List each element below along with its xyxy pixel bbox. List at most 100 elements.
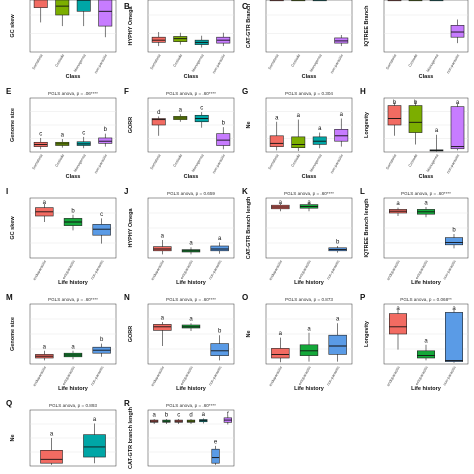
panel-p: P PGLS anova, p = 0.068** Longevity a endopa… <box>360 293 469 392</box>
x-axis-label: Class <box>302 174 317 180</box>
y-axis-label: HYPHY Omega <box>128 208 134 248</box>
y-axis-label: CAT-GTR Branch <box>246 3 252 48</box>
significance-letter: c <box>39 131 42 137</box>
y-axis-label: GORR <box>128 326 134 343</box>
x-tick-label: endoparasitic <box>268 365 283 387</box>
x-tick-label: ectoparasitic <box>415 365 429 386</box>
pgls-annotation: PGLS anova, p = .60**** <box>166 91 216 96</box>
x-tick-label: Monogenea <box>309 53 323 73</box>
significance-letter: a <box>318 126 322 132</box>
pgls-annotation: PGLS anova, p = 0.659 <box>167 191 215 196</box>
y-axis-label: Ne <box>246 121 252 128</box>
plot-area <box>147 0 235 53</box>
panel-letter: N <box>124 293 130 302</box>
y-axis-label: CAT-GTR branch length <box>128 406 134 469</box>
y-axis-label: HYPHY Omega <box>128 6 134 46</box>
panel-d: IQTREE Branch Somatotia Cestoda Monogenea no… <box>364 0 469 80</box>
x-axis-label: Class <box>184 74 199 80</box>
x-tick-label: non-parasitic <box>94 53 108 74</box>
x-tick-label: endoparasitic <box>386 259 401 281</box>
box <box>55 0 70 16</box>
significance-letter: a <box>279 331 283 337</box>
x-tick-label: Somatotia <box>32 153 44 171</box>
y-axis-label: Ne <box>246 330 252 337</box>
x-tick-label: ectoparasitic <box>298 365 312 386</box>
box <box>291 136 306 148</box>
significance-letter: b <box>165 412 169 418</box>
box <box>211 448 220 464</box>
box <box>312 0 327 2</box>
panel-k: K PGLS anova, p = .60**** CAT-GTR Branch l… <box>242 187 353 286</box>
x-tick-label: non-parasitic <box>330 153 344 174</box>
significance-letter: a <box>275 115 279 121</box>
significance-letter: a <box>189 241 193 247</box>
significance-letter: a <box>307 200 311 206</box>
panel-letter: B <box>124 2 130 11</box>
x-tick-label: Cestoda <box>173 53 184 68</box>
significance-letter: b <box>414 100 418 106</box>
box <box>408 105 423 133</box>
panel-q: Q PGLS anova, p = 0.893 Ne a a <box>6 399 117 467</box>
y-axis-label: IQTREE Branch <box>364 5 370 47</box>
x-axis-label: Life history <box>294 386 325 392</box>
x-tick-label: endoparasitic <box>32 259 47 281</box>
x-tick-label: Monogenea <box>191 153 205 173</box>
x-tick-label: endoparasitic <box>268 259 283 281</box>
significance-letter: a <box>43 344 47 350</box>
significance-letter: b <box>218 329 222 335</box>
box <box>98 137 113 144</box>
x-tick-label: Monogenea <box>309 153 323 173</box>
significance-letter: c <box>177 412 180 418</box>
x-axis-label: Life history <box>411 386 442 392</box>
x-tick-label: endoparasitic <box>386 365 401 387</box>
x-axis-label: Life history <box>411 280 442 286</box>
panel-f: F PGLS anova, p = .60**** GORR d Somatotia a C… <box>124 87 235 180</box>
y-axis-label: Genome size <box>10 108 16 142</box>
significance-letter: b <box>393 100 397 106</box>
panel-n: N PGLS anova, p = .60**** GORR a endoparasit… <box>124 293 235 392</box>
pgls-annotation: PGLS anova, p = .60**** <box>166 297 216 302</box>
x-axis-label: Life history <box>176 280 207 286</box>
x-tick-label: non-parasitic <box>94 153 108 174</box>
significance-letter: f <box>227 412 229 418</box>
x-tick-label: non-parasitic <box>443 259 457 280</box>
x-tick-label: non-parasitic <box>326 365 340 386</box>
box <box>312 136 327 145</box>
significance-letter: a <box>456 100 460 106</box>
x-tick-label: ectoparasitic <box>62 365 76 386</box>
box <box>269 135 284 147</box>
x-tick-label: endoparasitic <box>150 365 165 387</box>
box <box>98 0 113 27</box>
x-tick-label: non-parasitic <box>90 259 104 280</box>
significance-letter: c <box>100 212 103 218</box>
box <box>151 118 166 126</box>
panel-letter: G <box>242 87 248 96</box>
x-tick-label: Somatotia <box>150 153 162 171</box>
y-axis-label: Genome size <box>10 317 16 351</box>
significance-letter: a <box>43 200 47 206</box>
pgls-annotation: PGLS anova, p = 0.873 <box>285 297 333 302</box>
y-axis-label: GC skew <box>10 14 16 38</box>
x-tick-label: Somatotia <box>385 53 397 71</box>
x-tick-label: non-parasitic <box>208 259 222 280</box>
significance-letter: a <box>93 417 97 423</box>
panel-letter: F <box>124 87 129 96</box>
y-axis-label: Ne <box>10 434 16 441</box>
x-tick-label: non-parasitic <box>443 365 457 386</box>
pgls-annotation: PGLS anova, p = 0.068** <box>400 297 452 302</box>
x-axis-label: Class <box>184 174 199 180</box>
significance-letter: b <box>222 121 226 127</box>
significance-letter: b <box>104 127 108 133</box>
x-tick-label: ectoparasitic <box>180 259 194 280</box>
panel-m: M PGLS anova, p = .60**** Genome size a endo… <box>6 293 117 392</box>
panel-letter: Q <box>6 399 12 408</box>
significance-letter: b <box>100 337 104 343</box>
panel-a: GC skew Somatotia Cestoda Monogenea non-para… <box>10 0 117 80</box>
box <box>389 313 407 335</box>
box <box>334 129 349 142</box>
x-tick-label: non-parasitic <box>326 259 340 280</box>
x-tick-label: non-parasitic <box>330 53 344 74</box>
